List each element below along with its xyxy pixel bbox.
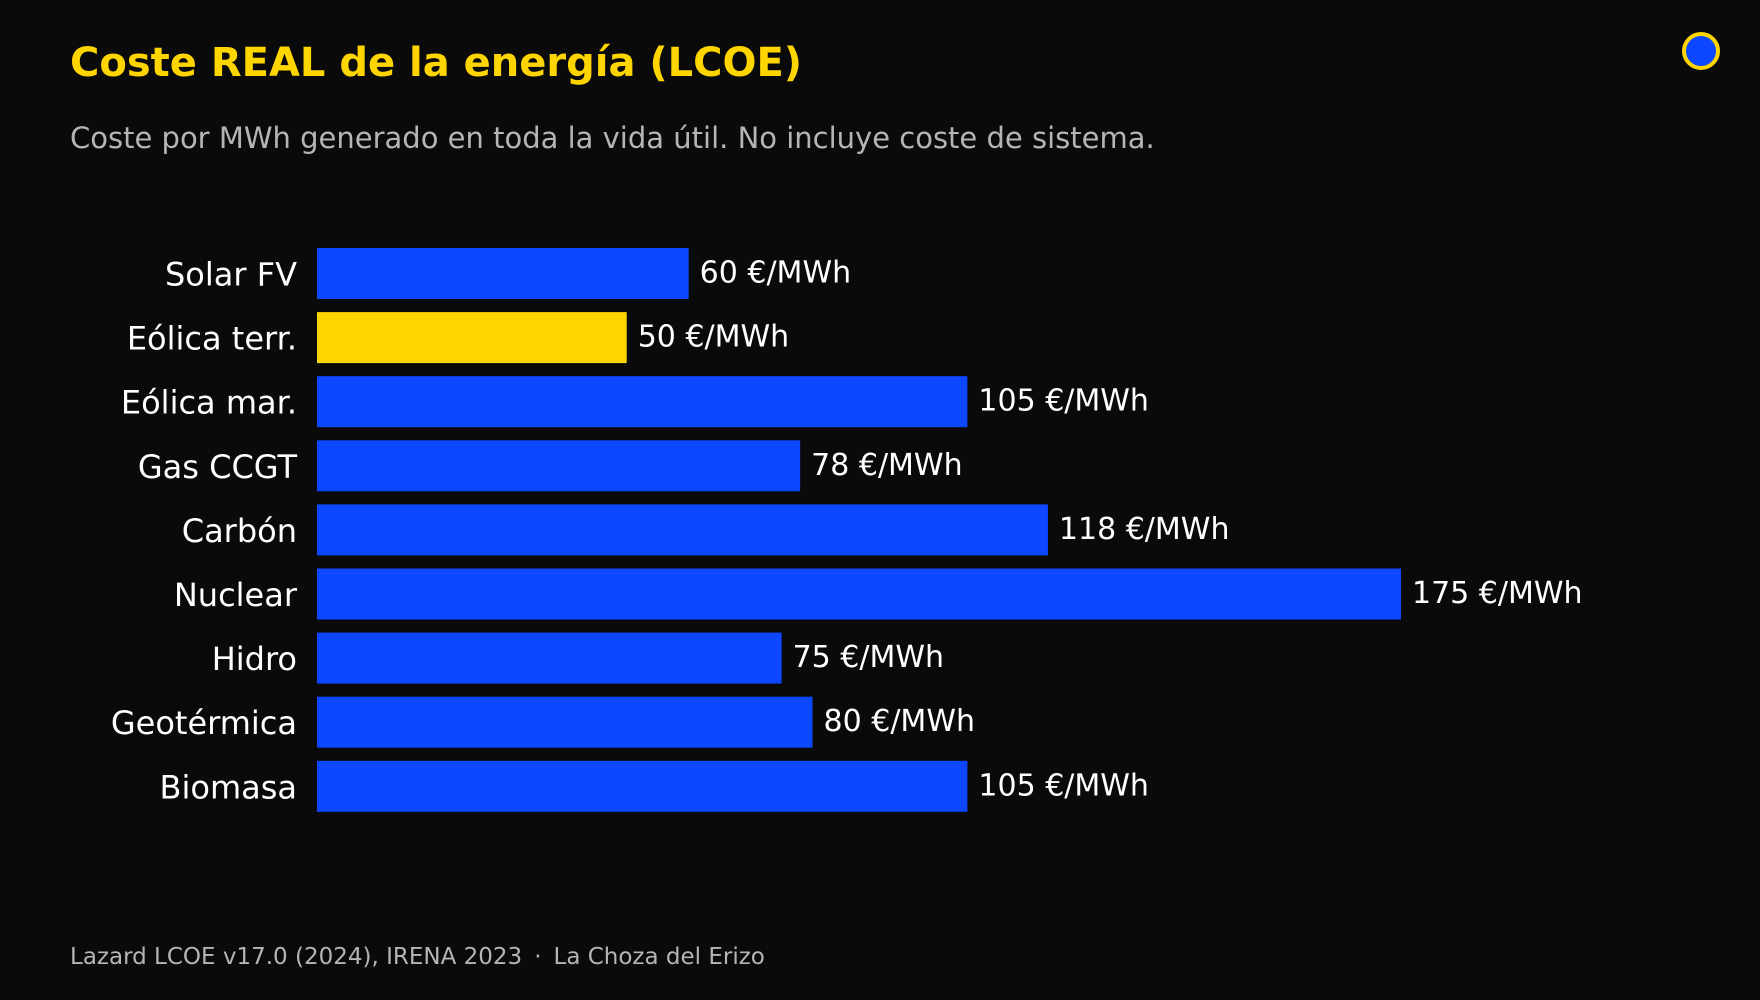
bar-4 bbox=[317, 504, 1048, 556]
category-label-3: Gas CCGT bbox=[138, 448, 298, 486]
category-label-2: Eólica mar. bbox=[121, 384, 297, 422]
category-label-0: Solar FV bbox=[165, 256, 297, 294]
value-label-6: 75 €/MWh bbox=[793, 640, 944, 675]
source-footer: Lazard LCOE v17.0 (2024), IRENA 2023 · La … bbox=[70, 944, 765, 970]
brand-text: La Choza del Erizo bbox=[553, 944, 765, 970]
category-label-6: Hidro bbox=[212, 640, 297, 678]
value-label-2: 105 €/MWh bbox=[978, 384, 1149, 419]
value-label-8: 105 €/MWh bbox=[978, 768, 1149, 803]
category-label-5: Nuclear bbox=[174, 576, 298, 614]
value-label-1: 50 €/MWh bbox=[638, 320, 789, 355]
value-label-3: 78 €/MWh bbox=[811, 448, 962, 483]
bar-0 bbox=[317, 248, 689, 299]
chart-subtitle: Coste por MWh generado en toda la vida ú… bbox=[70, 121, 1155, 155]
bar-8 bbox=[317, 760, 968, 812]
category-label-8: Biomasa bbox=[160, 768, 297, 806]
value-label-0: 60 €/MWh bbox=[700, 256, 851, 291]
category-label-1: Eólica terr. bbox=[127, 320, 297, 358]
hedgehog-logo-icon bbox=[1682, 32, 1720, 70]
bar-1 bbox=[317, 312, 627, 364]
bar-5 bbox=[317, 568, 1401, 620]
bar-2 bbox=[317, 376, 968, 428]
bar-6 bbox=[317, 632, 782, 684]
category-label-7: Geotérmica bbox=[111, 704, 297, 742]
value-label-5: 175 €/MWh bbox=[1412, 576, 1583, 611]
value-label-4: 118 €/MWh bbox=[1059, 512, 1230, 547]
chart-title: Coste REAL de la energía (LCOE) bbox=[70, 40, 803, 86]
source-text: Lazard LCOE v17.0 (2024), IRENA 2023 bbox=[70, 944, 523, 970]
bar-3 bbox=[317, 440, 801, 492]
value-label-7: 80 €/MWh bbox=[824, 704, 975, 739]
category-label-4: Carbón bbox=[182, 512, 297, 550]
bar-7 bbox=[317, 696, 813, 748]
footer-separator: · bbox=[534, 944, 542, 970]
